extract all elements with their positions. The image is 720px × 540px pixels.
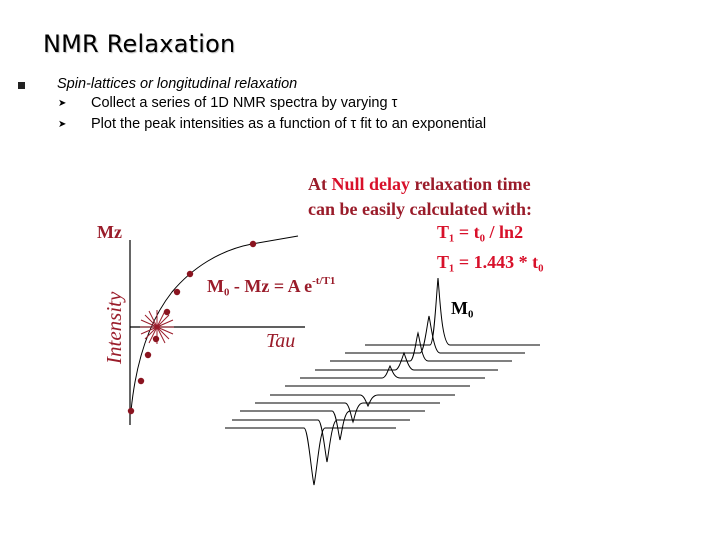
caption-line-2: can be easily calculated with: (308, 199, 532, 219)
y-axis-label: Intensity (102, 291, 126, 365)
data-point (163, 308, 171, 316)
spectrum-trace (255, 402, 440, 424)
spectrum-trace (270, 394, 455, 408)
data-point (137, 377, 145, 385)
data-point (144, 351, 152, 359)
slide-title: NMR Relaxation (43, 30, 236, 58)
arrow-bullet-icon: ➤ (58, 119, 67, 130)
data-point (127, 407, 135, 415)
y-label-mz: Mz (97, 222, 122, 242)
spectrum-trace (315, 351, 498, 371)
stacked-spectra (225, 277, 540, 486)
data-point (249, 240, 257, 248)
x-axis-label: Tau (266, 330, 295, 352)
spectrum-trace (330, 331, 512, 362)
caption-line-1: At Null delay relaxation time (308, 174, 531, 194)
spectrum-trace (365, 277, 540, 346)
peak-label-m0: M₀ (451, 298, 473, 318)
bullet-text: Spin-lattices or longitudinal relaxation (57, 76, 298, 92)
spectrum-trace (345, 315, 525, 354)
relaxation-equation: M₀ - Mz = A e-t/T1 (207, 275, 335, 296)
sub-bullet-2: Plot the peak intensities as a function … (91, 116, 487, 132)
formula-2: T₁ = 1.443 * t₀ (437, 252, 544, 272)
data-point (173, 288, 181, 296)
data-points (127, 240, 257, 415)
formula-1: T₁ = t₀ / ln2 (437, 222, 523, 242)
recovery-curve (130, 235, 299, 412)
spectrum-trace (300, 364, 485, 379)
spectrum-trace (232, 419, 410, 463)
arrow-bullet-icon: ➤ (58, 98, 67, 109)
spectrum-trace (240, 410, 425, 441)
data-point (152, 335, 160, 343)
sub-bullet-1: Collect a series of 1D NMR spectra by va… (91, 95, 398, 111)
data-point (186, 270, 194, 278)
bullet-marker (18, 82, 25, 89)
spectrum-trace (225, 427, 396, 486)
